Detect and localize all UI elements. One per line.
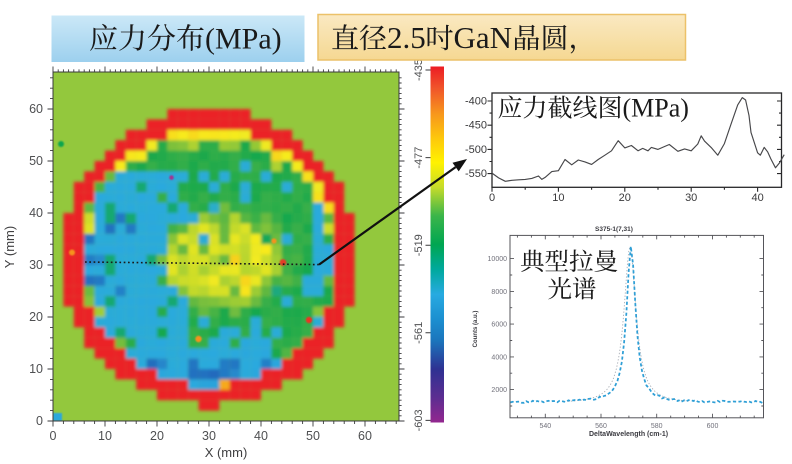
svg-text:20: 20 (150, 429, 164, 443)
svg-text:Counts (a.u.): Counts (a.u.) (473, 311, 479, 348)
svg-text:-550: -550 (465, 168, 487, 180)
svg-text:Y (mm): Y (mm) (2, 226, 17, 268)
svg-text:S375-1(7,31): S375-1(7,31) (595, 226, 633, 233)
svg-text:10: 10 (98, 429, 112, 443)
svg-text:10000: 10000 (488, 256, 508, 263)
svg-text:30: 30 (685, 192, 697, 204)
svg-text:6000: 6000 (491, 322, 507, 329)
svg-text:-519: -519 (413, 234, 425, 256)
svg-text:GaN: GaN (454, 20, 513, 55)
svg-text:40: 40 (751, 192, 763, 204)
svg-text:0: 0 (50, 429, 57, 443)
svg-text:2000: 2000 (491, 387, 507, 394)
svg-text:50: 50 (29, 154, 43, 168)
svg-text:10: 10 (552, 192, 564, 204)
svg-text:-603: -603 (413, 409, 425, 431)
svg-text:30: 30 (202, 429, 216, 443)
svg-text:2.5: 2.5 (387, 20, 426, 55)
svg-text:0: 0 (489, 192, 495, 204)
svg-text:-500: -500 (465, 144, 487, 156)
svg-text:580: 580 (651, 423, 663, 430)
svg-text:-477: -477 (413, 147, 425, 169)
svg-text:60: 60 (29, 102, 43, 116)
svg-text:(MPa): (MPa) (623, 94, 689, 123)
svg-text:40: 40 (254, 429, 268, 443)
svg-text:X (mm): X (mm) (205, 445, 248, 460)
svg-text:4000: 4000 (491, 354, 507, 361)
svg-text:-435: -435 (413, 59, 425, 81)
svg-text:-561: -561 (413, 322, 425, 344)
svg-text:-400: -400 (465, 96, 487, 108)
svg-text:560: 560 (595, 423, 607, 430)
svg-text:8000: 8000 (491, 289, 507, 296)
svg-text:20: 20 (619, 192, 631, 204)
svg-text:40: 40 (29, 206, 43, 220)
svg-text:-450: -450 (465, 120, 487, 132)
svg-text:DeltaWavelength (cm-1): DeltaWavelength (cm-1) (589, 431, 668, 438)
svg-text:(MPa): (MPa) (205, 23, 282, 56)
svg-text:30: 30 (29, 258, 43, 272)
svg-text:60: 60 (358, 429, 372, 443)
svg-text:10: 10 (29, 362, 43, 376)
svg-text:540: 540 (539, 423, 551, 430)
svg-text:0: 0 (36, 414, 43, 428)
svg-text:20: 20 (29, 310, 43, 324)
svg-text:600: 600 (707, 423, 719, 430)
svg-text:50: 50 (306, 429, 320, 443)
